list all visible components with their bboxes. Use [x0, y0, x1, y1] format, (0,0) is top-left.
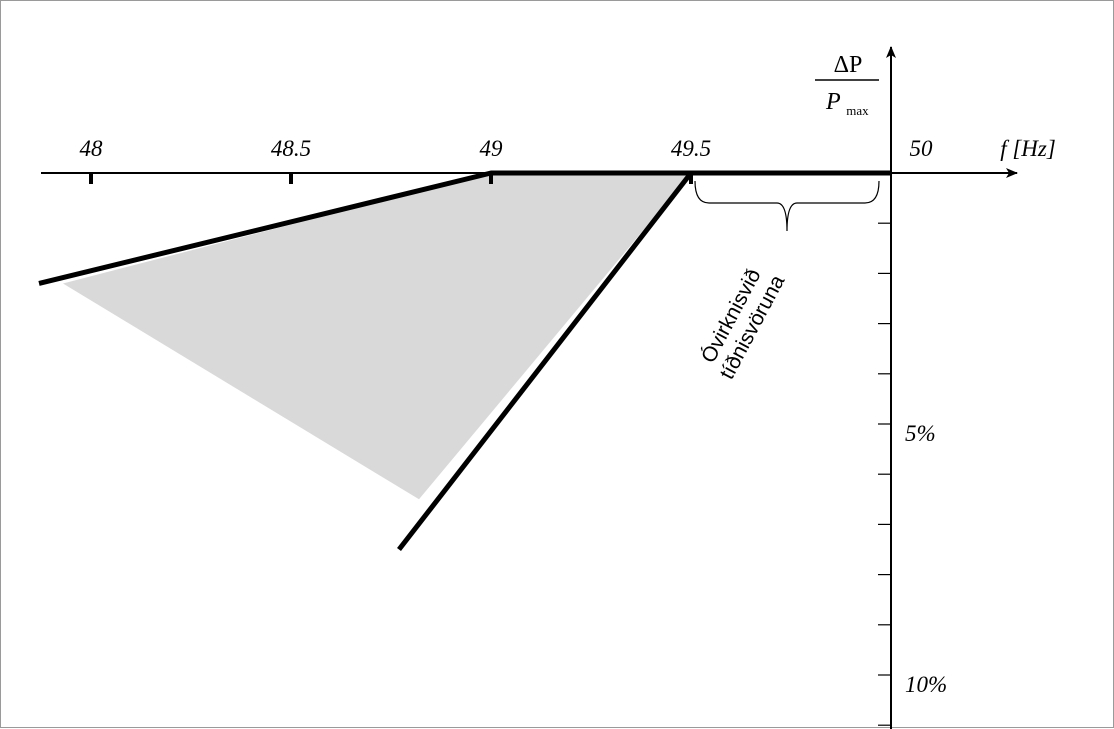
y-tick-marks — [878, 222, 891, 726]
y-tick-label-5: 5% — [905, 421, 936, 446]
x-tick-labels: 48 48.5 49 49.5 50 — [80, 136, 934, 161]
x-tick-label: 48 — [80, 136, 104, 161]
y-label-numerator: ΔP — [834, 52, 863, 78]
series-lines — [38, 170, 891, 552]
shaded-region — [63, 173, 691, 500]
y-tick-label-10: 10% — [905, 672, 947, 697]
deadband-brace — [694, 180, 880, 232]
x-tick-label: 48.5 — [271, 136, 311, 161]
y-label-denominator: P max — [825, 89, 869, 118]
x-tick-label: 49.5 — [671, 136, 711, 161]
x-tick-label: 49 — [480, 136, 504, 161]
y-label-denominator-var: P — [825, 89, 841, 115]
x-axis-label: f [Hz] — [1000, 136, 1056, 161]
series-line-1 — [38, 170, 891, 286]
y-label-denominator-sub: max — [846, 103, 869, 118]
y-axis-label: ΔP P max — [815, 52, 879, 118]
x-tick-label: 50 — [910, 136, 934, 161]
series-line-2 — [397, 171, 693, 552]
deadband-label: Óvirknisvið tíðnisvöruna — [697, 265, 790, 383]
